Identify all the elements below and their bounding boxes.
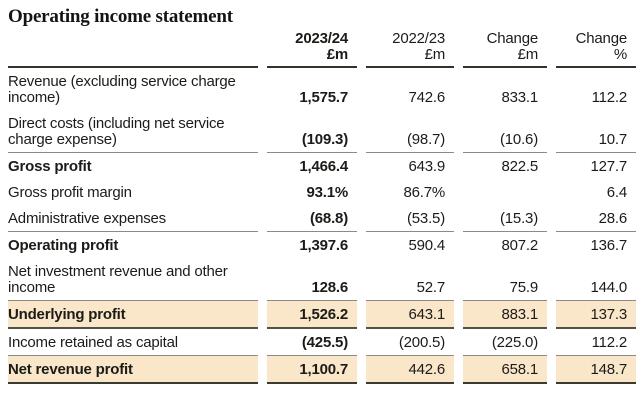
- table-row: Net investment revenue and other income 1…: [8, 258, 636, 301]
- row-value-col4: 112.2: [591, 89, 628, 106]
- row-value-col2: (200.5): [366, 329, 454, 356]
- row-value-col4: 6.4: [606, 184, 627, 201]
- row-value-col3: 658.1: [463, 356, 547, 384]
- table-row: Administrative expenses (68.8) (53.5) (15.3…: [8, 205, 636, 232]
- row-value-col2: (98.7): [366, 126, 454, 153]
- row-value-col1: (425.5): [267, 329, 357, 356]
- column-header-line1: 2022/23: [392, 30, 445, 47]
- column-header-line1: Change: [486, 30, 539, 47]
- row-value-col4: 28.6: [556, 205, 636, 232]
- row-label: Direct costs (including net service char…: [8, 110, 258, 153]
- column-header-2022-23-1: 2022/23 £m: [366, 31, 454, 68]
- row-value-col1: 1,397.6: [299, 237, 348, 254]
- row-value-col2: 590.4: [408, 237, 445, 254]
- row-value-col1: 1,575.7: [299, 89, 348, 106]
- row-label: Underlying profit: [8, 301, 258, 329]
- row-label: Administrative expenses: [8, 205, 258, 232]
- row-value-col2: 52.7: [366, 274, 454, 301]
- row-label: Revenue (excluding service charge income…: [8, 73, 236, 106]
- row-value-col3: 807.2: [501, 237, 538, 254]
- row-value-col2: 86.7%: [403, 184, 445, 201]
- row-label: Net revenue profit: [8, 356, 258, 384]
- page-title: Operating income statement: [8, 6, 233, 27]
- column-header-line2: £m: [424, 46, 446, 63]
- table-row: Operating profit 1,397.6 590.4 807.2 136.7: [8, 232, 636, 258]
- row-value-col1: 1,526.2: [267, 301, 357, 329]
- table-row: Net revenue profit 1,100.7 442.6 658.1 148.7: [8, 356, 636, 384]
- row-value-col1: 93.1%: [306, 184, 348, 201]
- column-header-line2: £m: [517, 46, 539, 63]
- table-row: Direct costs (including net service char…: [8, 110, 636, 153]
- row-value-col4: 144.0: [556, 274, 636, 301]
- row-value-col3: 75.9: [463, 274, 547, 301]
- column-header-change-2: Change £m: [463, 31, 547, 68]
- row-value-col4: 127.7: [590, 158, 627, 175]
- column-header-line2: £m: [326, 46, 348, 63]
- row-value-col4: 10.7: [556, 126, 636, 153]
- row-value-col3: 822.5: [501, 158, 538, 175]
- row-label: Net investment revenue and other income: [8, 258, 258, 301]
- row-value-col3: (225.0): [463, 329, 547, 356]
- column-header-line2: %: [613, 46, 627, 63]
- row-value-col1: (109.3): [267, 126, 357, 153]
- table-row: Gross profit 1,466.4 643.9 822.5 127.7: [8, 153, 636, 179]
- row-value-col2: 442.6: [366, 356, 454, 384]
- row-value-col3: (10.6): [463, 126, 547, 153]
- row-value-col4: 148.7: [556, 356, 636, 384]
- header-spacer: [8, 63, 258, 68]
- row-value-col4: 137.3: [556, 301, 636, 329]
- table-row: Revenue (excluding service charge income…: [8, 68, 636, 110]
- table-row: Underlying profit 1,526.2 643.1 883.1 137.3: [8, 301, 636, 329]
- row-value-col2: 742.6: [408, 89, 445, 106]
- row-value-col3: [463, 195, 547, 205]
- column-header-change-3: Change%: [556, 31, 636, 68]
- row-value-col2: 643.9: [408, 158, 445, 175]
- column-header-line1: 2023/24: [295, 30, 348, 47]
- row-label: Income retained as capital: [8, 329, 258, 356]
- row-value-col3: 883.1: [463, 301, 547, 329]
- row-value-col4: 112.2: [556, 329, 636, 356]
- row-value-col1: 1,466.4: [299, 158, 348, 175]
- row-value-col4: 136.7: [590, 237, 627, 254]
- table-header-row: 2023/24 £m 2022/23 £m Change £m Change%: [8, 31, 636, 68]
- table-row: Income retained as capital (425.5) (200.5)…: [8, 329, 636, 356]
- row-value-col2: (53.5): [366, 205, 454, 232]
- row-value-col1: 128.6: [267, 274, 357, 301]
- row-label: Gross profit: [8, 158, 92, 175]
- row-value-col3: (15.3): [463, 205, 547, 232]
- page: Operating income statement 2023/24 £m 2022…: [8, 6, 636, 384]
- row-label: Operating profit: [8, 237, 119, 254]
- row-label: Gross profit margin: [8, 184, 132, 201]
- row-value-col2: 643.1: [366, 301, 454, 329]
- row-value-col3: 833.1: [501, 89, 538, 106]
- table-row: Gross profit margin 93.1% 86.7% 6.4: [8, 179, 636, 205]
- column-header-2023-24-0: 2023/24 £m: [267, 31, 357, 68]
- row-value-col1: (68.8): [267, 205, 357, 232]
- column-header-line1: Change: [575, 30, 628, 47]
- table-body: Revenue (excluding service charge income…: [8, 68, 636, 384]
- row-value-col1: 1,100.7: [267, 356, 357, 384]
